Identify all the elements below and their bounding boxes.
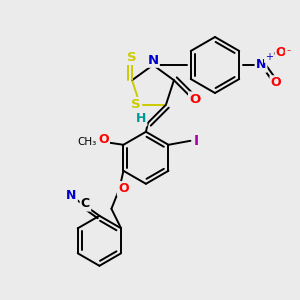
Text: O: O (98, 133, 109, 146)
Text: S: S (127, 51, 137, 64)
Text: I: I (194, 134, 199, 148)
Text: O: O (189, 93, 200, 106)
Text: CH₃: CH₃ (78, 137, 97, 147)
Text: +: + (265, 52, 273, 62)
Text: N: N (66, 189, 76, 202)
Text: S: S (131, 98, 141, 111)
Text: H: H (136, 112, 146, 125)
Text: N: N (147, 53, 159, 67)
Text: O: O (276, 46, 286, 59)
Text: -: - (286, 45, 290, 55)
Text: O: O (118, 182, 129, 195)
Text: O: O (271, 76, 281, 89)
Text: C: C (81, 197, 90, 210)
Text: N: N (256, 58, 266, 71)
